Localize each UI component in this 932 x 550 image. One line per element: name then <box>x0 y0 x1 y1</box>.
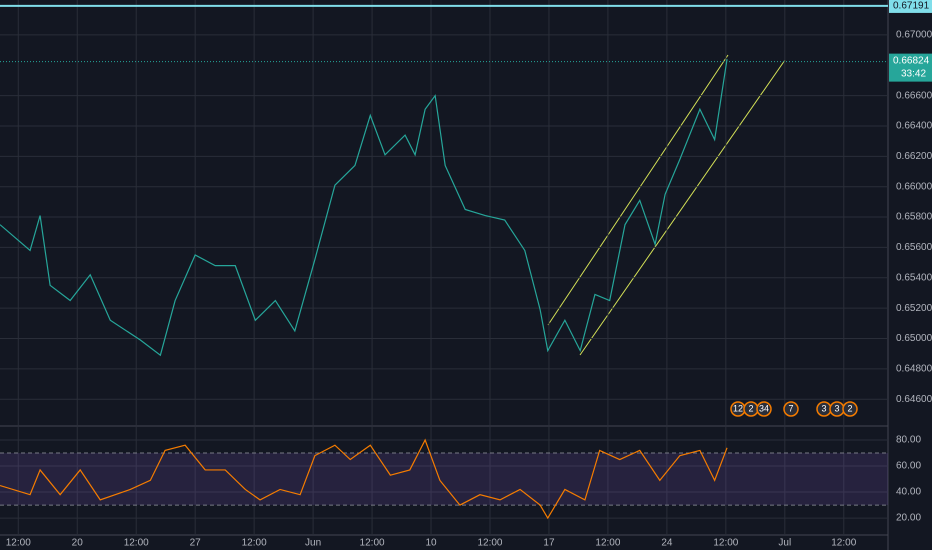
x-tick-label: Jun <box>305 538 321 549</box>
y-tick-label: 40.00 <box>896 487 921 498</box>
channel-upper <box>547 54 729 326</box>
y-tick-label: 0.65800 <box>896 212 932 223</box>
countdown: 33:42 <box>901 68 926 79</box>
event-badge-label: 7 <box>788 403 793 413</box>
channel-lower <box>579 59 786 356</box>
event-badge-label: 2 <box>748 403 753 413</box>
y-tick-label: 0.65600 <box>896 242 932 253</box>
y-tick-label: 20.00 <box>896 513 921 524</box>
event-badge-label: 3 <box>821 403 826 413</box>
event-badge-label: 12 <box>733 403 743 413</box>
last-price-box <box>889 53 932 82</box>
y-tick-label: 0.67000 <box>896 30 932 41</box>
x-tick-label: 12:00 <box>6 538 31 549</box>
x-tick-label: 12:00 <box>477 538 502 549</box>
event-badge <box>756 401 772 417</box>
y-tick-label: 60.00 <box>896 461 921 472</box>
y-tick-label: 0.66000 <box>896 181 932 192</box>
rsi-band <box>0 453 888 506</box>
event-badge <box>783 401 799 417</box>
event-badge-label: 3 <box>834 403 839 413</box>
x-tick-label: 12:00 <box>595 538 620 549</box>
x-tick-label: 10 <box>425 538 437 549</box>
event-badge-label: 34 <box>759 403 769 413</box>
x-tick-label: 12:00 <box>360 538 385 549</box>
x-tick-label: 27 <box>190 538 202 549</box>
series-line <box>0 438 728 520</box>
y-tick-label: 0.64800 <box>896 363 932 374</box>
y-tick-label: 0.66400 <box>896 121 932 132</box>
y-tick-label: 0.65400 <box>896 272 932 283</box>
x-tick-label: 20 <box>72 538 84 549</box>
series-line <box>0 59 728 357</box>
x-tick-label: 12:00 <box>124 538 149 549</box>
y-tick-label: 0.65000 <box>896 333 932 344</box>
event-badge-label: 2 <box>847 403 852 413</box>
x-tick-label: 17 <box>543 538 555 549</box>
last-price-label: 0.66824 <box>893 55 930 66</box>
y-tick-label: 0.64600 <box>896 394 932 405</box>
x-tick-label: 12:00 <box>831 538 856 549</box>
x-tick-label: 12:00 <box>713 538 738 549</box>
y-tick-label: 0.65200 <box>896 303 932 314</box>
x-tick-label: Jul <box>778 538 791 549</box>
event-badge <box>842 401 858 417</box>
x-tick-label: 24 <box>661 538 673 549</box>
alert-label: 0.67191 <box>893 1 930 12</box>
alert-label-box <box>889 0 932 13</box>
y-tick-label: 0.66600 <box>896 90 932 101</box>
y-tick-label: 80.00 <box>896 435 921 446</box>
y-tick-label: 0.66200 <box>896 151 932 162</box>
x-tick-label: 12:00 <box>242 538 267 549</box>
